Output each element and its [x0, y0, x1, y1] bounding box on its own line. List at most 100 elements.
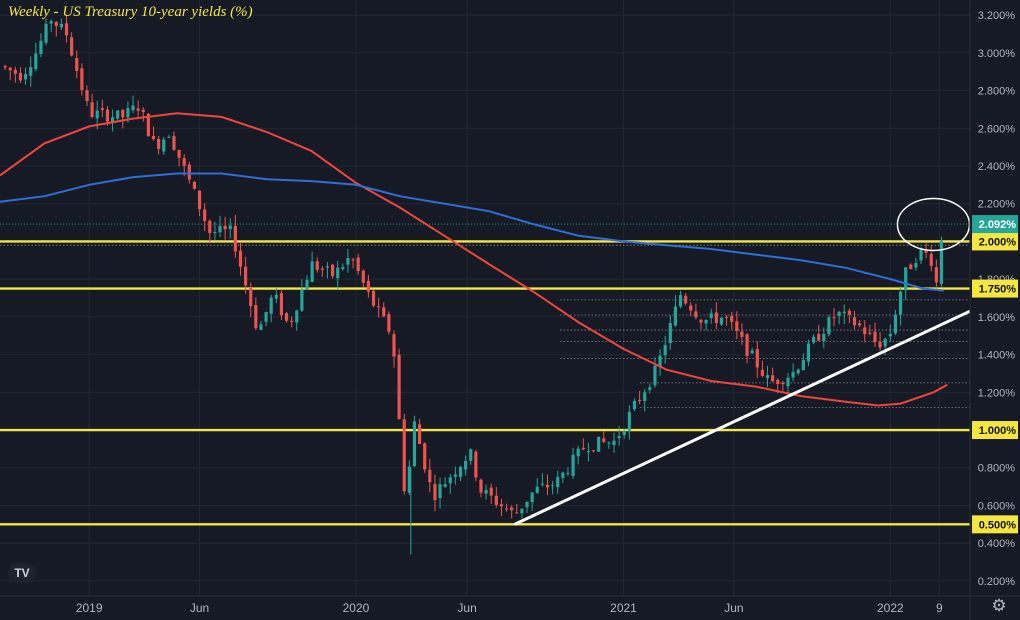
- candle-body: [18, 72, 23, 81]
- candle-body: [873, 331, 877, 343]
- candle-body: [295, 310, 299, 323]
- candle-body: [203, 209, 207, 221]
- candle-body: [70, 37, 74, 56]
- candle-body: [336, 267, 340, 279]
- candle-body: [740, 331, 744, 337]
- candle-body: [898, 291, 903, 315]
- candle-body: [858, 323, 862, 326]
- candle-body: [75, 58, 79, 71]
- candle-body: [141, 109, 145, 113]
- candle-body: [919, 248, 923, 261]
- candle-body: [765, 375, 770, 379]
- candle-body: [643, 392, 647, 401]
- candle-body: [602, 438, 606, 442]
- candle-body: [105, 109, 110, 122]
- candle-body: [781, 383, 785, 385]
- candle-body: [361, 270, 365, 283]
- candle-body: [157, 139, 161, 150]
- candle-body: [745, 334, 749, 356]
- candle-body: [760, 369, 764, 376]
- x-tick-label: 2019: [76, 601, 103, 615]
- candle-body: [341, 267, 345, 269]
- candle-body: [223, 225, 227, 230]
- candle-body: [474, 451, 478, 478]
- candle-body: [417, 424, 422, 444]
- y-tick-label: 1.400%: [978, 350, 1016, 362]
- candle-body: [290, 320, 294, 322]
- candle-body: [878, 341, 882, 348]
- candle-body: [586, 451, 591, 453]
- candle-body: [806, 343, 811, 362]
- trendline[interactable]: [513, 309, 971, 526]
- candle-body: [709, 313, 713, 319]
- candle-body: [566, 473, 570, 475]
- candle-body: [187, 164, 191, 180]
- candle-body: [832, 317, 836, 319]
- y-tick-label: 0.800%: [978, 463, 1016, 475]
- candle-body: [458, 467, 463, 478]
- candle-body: [54, 21, 58, 26]
- x-tick-label: Jun: [190, 601, 209, 615]
- candle-body: [387, 314, 391, 332]
- candle-body: [673, 306, 678, 326]
- y-tick-label: 0.200%: [978, 576, 1016, 588]
- candle-body: [934, 267, 938, 283]
- candle-body: [366, 280, 370, 292]
- candle-body: [423, 443, 427, 470]
- candle-body: [131, 105, 135, 111]
- candle-body: [126, 108, 130, 118]
- candle-body: [796, 369, 800, 374]
- candle-body: [300, 289, 304, 311]
- candle-body: [617, 436, 621, 439]
- last-price-label: 2.092%: [979, 219, 1017, 231]
- dotted-level-lines: [0, 223, 970, 408]
- moving-averages: [0, 112, 948, 407]
- candle-body: [786, 377, 790, 387]
- candle-body: [852, 317, 857, 326]
- candle-body: [817, 334, 821, 341]
- candle-body: [244, 266, 248, 286]
- y-tick-label: 1.200%: [978, 387, 1016, 399]
- gear-icon[interactable]: ⚙: [991, 596, 1007, 615]
- x-tick-label: 2022: [877, 601, 904, 615]
- candle-body: [249, 288, 253, 306]
- candle-body: [433, 484, 437, 501]
- x-tick-label: 2021: [610, 601, 637, 615]
- x-tick-label: 9: [936, 601, 943, 615]
- candle-body: [612, 440, 616, 446]
- candle-body: [197, 190, 202, 210]
- candle-body: [591, 450, 596, 452]
- candlesticks: [3, 14, 944, 555]
- candle-body: [377, 306, 381, 308]
- level-label: 1.000%: [979, 425, 1017, 437]
- candle-body: [678, 295, 683, 307]
- candle-body: [172, 136, 176, 150]
- candle-body: [648, 387, 652, 390]
- candle-body: [520, 508, 524, 514]
- level-label: 2.000%: [979, 236, 1017, 248]
- candle-body: [893, 314, 898, 334]
- candle-body: [213, 232, 217, 234]
- ma-slow-line: [0, 172, 944, 292]
- candle-body: [847, 310, 851, 315]
- candle-body: [638, 399, 642, 401]
- candle-body: [23, 74, 28, 80]
- candle-body: [346, 258, 350, 265]
- candle-body: [776, 379, 780, 385]
- candle-body: [59, 23, 63, 28]
- ma-fast-line: [0, 112, 948, 407]
- candle-body: [100, 108, 104, 110]
- candle-body: [653, 365, 657, 386]
- candle-body: [351, 259, 355, 261]
- candle-body: [888, 333, 892, 337]
- x-tick-label: Jun: [724, 601, 743, 615]
- candle-body: [714, 312, 718, 324]
- candle-body: [939, 240, 944, 284]
- candle-body: [29, 67, 33, 76]
- candle-body: [525, 501, 529, 508]
- candle-body: [535, 486, 539, 493]
- candle-body: [730, 315, 734, 322]
- candle-body: [658, 355, 662, 367]
